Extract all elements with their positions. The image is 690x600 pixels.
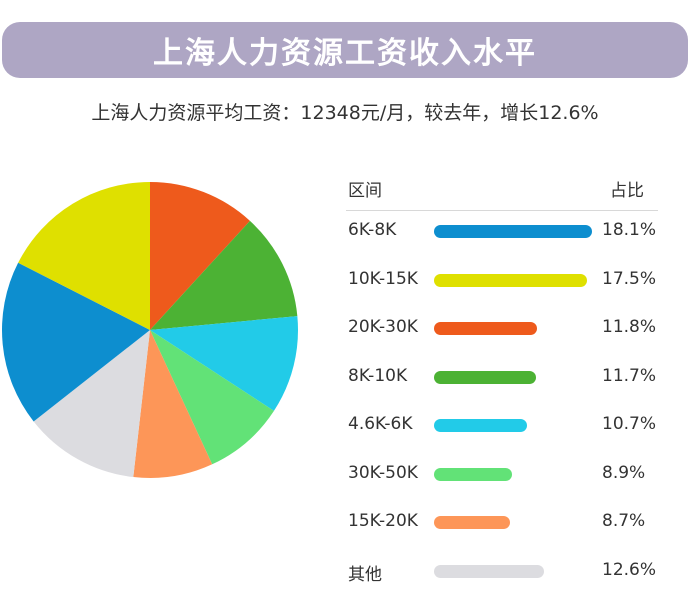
legend-percent: 11.7% [602, 365, 657, 386]
pie-slice-4.6K-6K [150, 316, 298, 411]
legend-bar [434, 419, 528, 432]
legend-label: 4.6K-6K [348, 414, 413, 434]
legend-row: 20K-30K 11.8% [346, 305, 666, 354]
legend-header: 区间 占比 [346, 176, 658, 211]
pie-slice-20K-30K [150, 182, 250, 330]
legend-bar [434, 564, 544, 578]
legend-row: 其他 12.6% [346, 548, 666, 597]
legend-percent: 12.6% [602, 559, 657, 580]
subtitle: 上海人力资源平均工资：12348元/月，较去年，增长12.6% [91, 102, 599, 124]
legend-list: 6K-8K 18.1% 10K-15K 17.5% 20K-30K 11.8% 8K-10K… [346, 208, 666, 596]
legend-row: 6K-8K 18.1% [346, 208, 666, 257]
pie-slice-6K-8K [1, 262, 150, 422]
pie-slice-8K-10K [150, 220, 298, 330]
legend-percent: 18.1% [602, 220, 657, 240]
legend-label: 其他 [348, 564, 382, 585]
legend-percent: 8.9% [602, 462, 646, 483]
legend-bar [434, 322, 537, 335]
legend-row: 15K-20K 8.7% [346, 499, 666, 548]
legend-label: 30K-50K [348, 462, 418, 483]
legend-row: 8K-10K 11.7% [346, 354, 666, 403]
pie-slice-10K-15K [18, 182, 150, 330]
title-banner: 上海人力资源工资收入水平 [2, 22, 688, 78]
legend-label: 10K-15K [348, 268, 418, 289]
legend-label: 6K-8K [348, 220, 397, 240]
legend-row: 10K-15K 17.5% [346, 257, 666, 306]
legend-row: 30K-50K 8.9% [346, 451, 666, 500]
pie-slice-其他 [33, 330, 150, 478]
legend-bar [434, 467, 512, 481]
legend-bar [434, 273, 587, 287]
pie-slice-15K-20K [133, 330, 213, 479]
legend-percent: 17.5% [602, 268, 657, 289]
legend-label: 20K-30K [348, 317, 418, 337]
legend-percent: 11.8% [602, 317, 657, 337]
legend-row: 4.6K-6K 10.7% [346, 402, 666, 451]
column-header-range: 区间 [348, 181, 382, 201]
legend-bar [434, 225, 592, 238]
legend-percent: 8.7% [602, 511, 646, 531]
pie-chart [1, 182, 298, 479]
pie-slice-30K-50K [150, 330, 274, 465]
page-title: 上海人力资源工资收入水平 [153, 36, 537, 71]
legend-bar [434, 516, 510, 529]
legend-bar [434, 370, 537, 384]
column-header-share: 占比 [610, 181, 644, 201]
legend-percent: 10.7% [602, 414, 657, 434]
legend-label: 8K-10K [348, 365, 408, 386]
legend-label: 15K-20K [348, 511, 418, 531]
